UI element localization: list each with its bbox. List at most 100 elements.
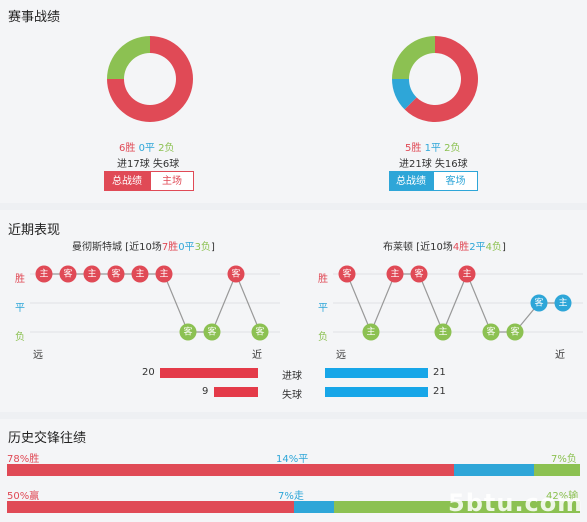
left-record-counts: 6胜 0平 2负 xyxy=(119,139,175,154)
left-donut-win-slice xyxy=(107,36,193,122)
recent-title: 近期表现 xyxy=(8,223,61,238)
left-scored-bar xyxy=(160,368,258,378)
left-summary-suffix: ] xyxy=(210,242,215,253)
right-scored-value: 21 xyxy=(433,367,446,378)
recent-panel: 近期表现 曼彻斯特城 [近10场7胜0平3负] 布莱顿 [近10场4胜2平4负]… xyxy=(0,210,587,412)
history-row1-win-segment xyxy=(7,464,454,476)
left-form-game-marker[interactable] xyxy=(179,323,197,341)
right-form-game-marker[interactable] xyxy=(530,294,548,312)
right-summary-losses: 4负 xyxy=(485,242,502,253)
right-form-chart: 客主主 客主主客 客客主 xyxy=(333,265,583,341)
right-team-name[interactable]: 布莱顿 xyxy=(383,242,413,253)
left-form-game-marker[interactable] xyxy=(251,323,269,341)
right-row-label-win: 胜 xyxy=(318,274,328,285)
left-form-game-venue: 客 xyxy=(231,268,240,280)
left-form-game-venue: 主 xyxy=(87,268,96,280)
left-row-label-win: 胜 xyxy=(15,274,25,285)
right-form-game-venue: 客 xyxy=(534,297,543,309)
left-summary-draws: 0平 xyxy=(178,242,195,253)
right-donut-loss-slice xyxy=(392,36,435,79)
left-form-game-venue: 主 xyxy=(159,268,168,280)
right-tab-away[interactable]: 客场 xyxy=(433,171,478,191)
left-team-name[interactable]: 曼彻斯特城 xyxy=(72,242,122,253)
left-form-trend-line xyxy=(44,272,261,333)
history-title: 历史交锋往绩 xyxy=(8,431,87,446)
left-form-game-marker[interactable] xyxy=(227,265,245,283)
right-form-game-venue: 主 xyxy=(390,268,399,280)
right-form-game-marker[interactable] xyxy=(434,323,452,341)
left-donut-loss-slice xyxy=(107,36,150,79)
watermark: 5btu.com xyxy=(448,489,584,517)
left-row-label-loss: 负 xyxy=(15,332,25,343)
right-row-label-draw: 平 xyxy=(318,303,328,314)
right-tab-overall[interactable]: 总战绩 xyxy=(389,171,433,191)
left-summary-losses: 3负 xyxy=(194,242,211,253)
right-summary-suffix: ] xyxy=(501,242,506,253)
right-scored-bar xyxy=(325,368,428,378)
right-conceded-bar xyxy=(325,387,428,397)
history-row2-loss-segment xyxy=(333,501,580,513)
left-loss-count: 2负 xyxy=(158,143,175,154)
left-form-game-venue: 主 xyxy=(39,268,48,280)
right-form-game-venue: 客 xyxy=(486,326,495,338)
right-donut-win-slice xyxy=(404,36,478,123)
history-row1-draw: 14%平 xyxy=(276,454,309,465)
left-form-game-marker[interactable] xyxy=(155,265,173,283)
history-row2-draw: 7%走 xyxy=(278,491,304,502)
left-form-game-marker[interactable] xyxy=(107,265,125,283)
left-conceded-value: 9 xyxy=(202,386,209,397)
right-form-game-marker[interactable] xyxy=(410,265,428,283)
left-form-game-marker[interactable] xyxy=(35,265,53,283)
history-row1-win: 78%胜 xyxy=(7,454,40,465)
right-form-game-marker[interactable] xyxy=(482,323,500,341)
left-conceded-bar xyxy=(213,387,258,397)
right-form-game-marker[interactable] xyxy=(506,323,524,341)
left-tab-overall[interactable]: 总战绩 xyxy=(104,171,150,191)
left-form-chart: 主客主客主主客 客客客 xyxy=(30,265,280,341)
left-tab-home[interactable]: 主场 xyxy=(150,171,194,191)
right-form-game-marker[interactable] xyxy=(458,265,476,283)
history-row1-loss: 7%负 xyxy=(551,454,577,465)
left-form-game-venue: 客 xyxy=(255,326,264,338)
right-summary-prefix: [近10场 xyxy=(413,242,453,253)
right-form-game-marker[interactable] xyxy=(362,323,380,341)
right-team-header: 布莱顿 [近10场4胜2平4负] xyxy=(383,238,506,253)
left-goals-summary: 进17球 失6球 xyxy=(117,159,180,170)
right-donut-draw-slice xyxy=(392,79,417,110)
history-row2-bar xyxy=(7,501,580,513)
scored-label: 进球 xyxy=(282,371,302,382)
right-near-label: 近 xyxy=(555,350,565,361)
left-far-label: 远 xyxy=(33,350,43,361)
right-form-game-marker[interactable] xyxy=(554,294,572,312)
left-form-game-marker[interactable] xyxy=(83,265,101,283)
history-row1-draw-segment xyxy=(453,464,535,476)
history-row2-draw-segment xyxy=(293,501,334,513)
left-scored-value: 20 xyxy=(142,367,155,378)
right-summary-wins: 4胜 xyxy=(452,242,470,253)
history-row2-win: 50%赢 xyxy=(7,491,40,502)
left-team-header: 曼彻斯特城 [近10场7胜0平3负] xyxy=(72,238,215,253)
right-form-game-venue: 客 xyxy=(414,268,423,280)
right-row-label-loss: 负 xyxy=(318,332,328,343)
right-form-game-marker[interactable] xyxy=(338,265,356,283)
record-title: 赛事战绩 xyxy=(8,10,61,25)
right-far-label: 远 xyxy=(336,350,346,361)
left-form-game-marker[interactable] xyxy=(203,323,221,341)
right-summary-draws: 2平 xyxy=(469,242,486,253)
right-loss-count: 2负 xyxy=(444,143,461,154)
left-form-game-marker[interactable] xyxy=(59,265,77,283)
right-goals-summary: 进21球 失16球 xyxy=(399,159,468,170)
left-near-label: 近 xyxy=(252,350,262,361)
right-record-donut xyxy=(392,36,478,123)
right-form-game-venue: 客 xyxy=(342,268,351,280)
right-form-game-marker[interactable] xyxy=(386,265,404,283)
left-form-game-marker[interactable] xyxy=(131,265,149,283)
right-form-game-venue: 主 xyxy=(438,326,447,338)
history-row2-win-segment xyxy=(7,501,294,513)
left-summary-wins: 7胜 xyxy=(161,242,179,253)
record-panel: 赛事战绩 6胜 0平 2负 进17球 失6球 总战绩 主场 5胜 1平 2负 进… xyxy=(0,0,587,203)
left-record-donut xyxy=(107,36,193,122)
right-form-game-venue: 主 xyxy=(558,297,567,309)
left-summary-prefix: [近10场 xyxy=(122,242,162,253)
history-row1-bar xyxy=(7,464,580,476)
